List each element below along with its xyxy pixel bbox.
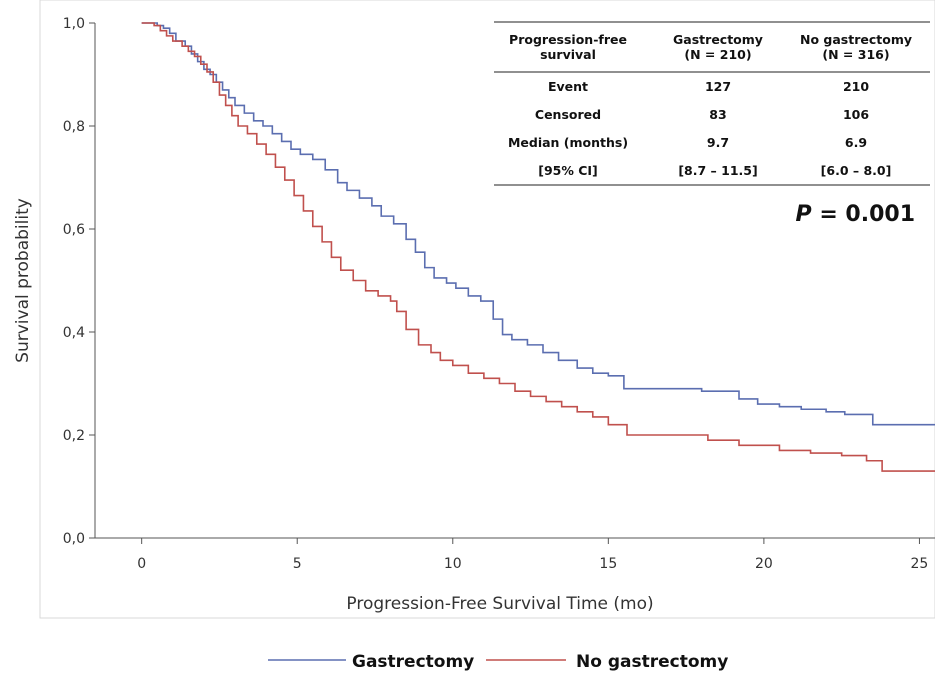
table-cell: 9.7 [707, 135, 729, 150]
table-header-cell: (N = 210) [684, 47, 751, 62]
legend: Gastrectomy No gastrectomy [268, 652, 728, 672]
table-header-cell: survival [540, 47, 596, 62]
table-cell: 6.9 [845, 135, 867, 150]
table-cell: 83 [709, 107, 726, 122]
table-header-cell: Progression-free [509, 32, 627, 47]
series-line-no-gastrectomy [141, 22, 935, 472]
x-axis-title: Progression-Free Survival Time (mo) [346, 594, 653, 614]
table-cell: [6.0 – 8.0] [821, 163, 892, 178]
table-header-cell: No gastrectomy [800, 32, 912, 47]
table-header-cell: (N = 316) [822, 47, 889, 62]
table-cell: Event [548, 79, 588, 94]
axes: 0,0 0,2 0,4 0,6 0,8 1,0 0 5 10 15 20 25 Progression-… [13, 16, 935, 614]
x-tick-label: 5 [293, 556, 302, 572]
x-tick-label: 15 [599, 556, 617, 572]
table-cell: [8.7 – 11.5] [678, 163, 757, 178]
p-value-number: = 0.001 [812, 202, 915, 227]
y-tick-label: 0,6 [63, 222, 85, 238]
x-tick-label: 25 [911, 556, 929, 572]
x-tick-label: 10 [444, 556, 462, 572]
legend-gastrectomy-label: Gastrectomy [352, 652, 474, 672]
y-tick-label: 0,2 [63, 428, 85, 444]
y-axis-title: Survival probability [13, 198, 33, 363]
y-tick-label: 0,0 [63, 531, 85, 547]
p-value-label: P [796, 202, 812, 227]
series-line-gastrectomy [141, 22, 935, 426]
table-cell: 127 [705, 79, 731, 94]
y-tick-label: 0,8 [63, 119, 85, 135]
plot-frame [39, 0, 935, 619]
p-value-text: P = 0.001 [796, 202, 915, 227]
x-tick-label: 20 [755, 556, 773, 572]
p-value-annotation: P = 0.001 [796, 202, 915, 227]
table-cell: 106 [843, 107, 869, 122]
table-cell: 210 [843, 79, 869, 94]
y-tick-label: 1,0 [63, 16, 85, 32]
y-tick-label: 0,4 [63, 325, 85, 341]
legend-no-gastrectomy-label: No gastrectomy [576, 652, 728, 672]
table-cell: [95% CI] [538, 163, 598, 178]
table-header-cell: Gastrectomy [673, 32, 763, 47]
table-cell: Censored [535, 107, 601, 122]
x-tick-label: 0 [137, 556, 146, 572]
survival-curves [141, 22, 935, 472]
table-cell: Median (months) [508, 135, 628, 150]
